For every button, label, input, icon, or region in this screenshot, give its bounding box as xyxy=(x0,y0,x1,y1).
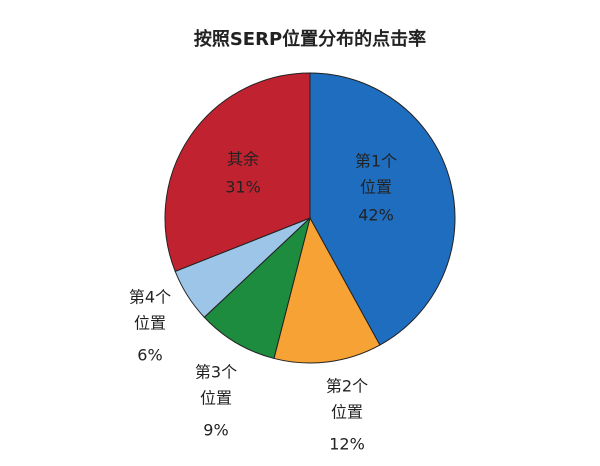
value-label: 12% xyxy=(329,435,365,454)
pie-slice xyxy=(164,72,311,273)
slice-label: 第1个 xyxy=(355,152,397,171)
pie-slice xyxy=(203,216,311,360)
value-label: 6% xyxy=(137,346,162,365)
slice-label: 位置 xyxy=(360,178,392,197)
value-label: 9% xyxy=(203,421,228,440)
slice-label: 位置 xyxy=(331,403,363,422)
pie-slice xyxy=(309,72,456,346)
pie-slice xyxy=(273,216,381,364)
slice-label: 位置 xyxy=(134,314,166,333)
chart-title: 按照SERP位置分布的点击率 xyxy=(194,28,426,50)
slice-label: 第4个 xyxy=(129,288,171,307)
slice-label: 第3个 xyxy=(195,363,237,382)
slice-label: 其余 xyxy=(227,150,259,169)
slice-label: 第2个 xyxy=(326,377,368,396)
value-label: 31% xyxy=(225,178,261,197)
value-label: 42% xyxy=(358,206,394,225)
slice-label: 位置 xyxy=(200,389,232,408)
